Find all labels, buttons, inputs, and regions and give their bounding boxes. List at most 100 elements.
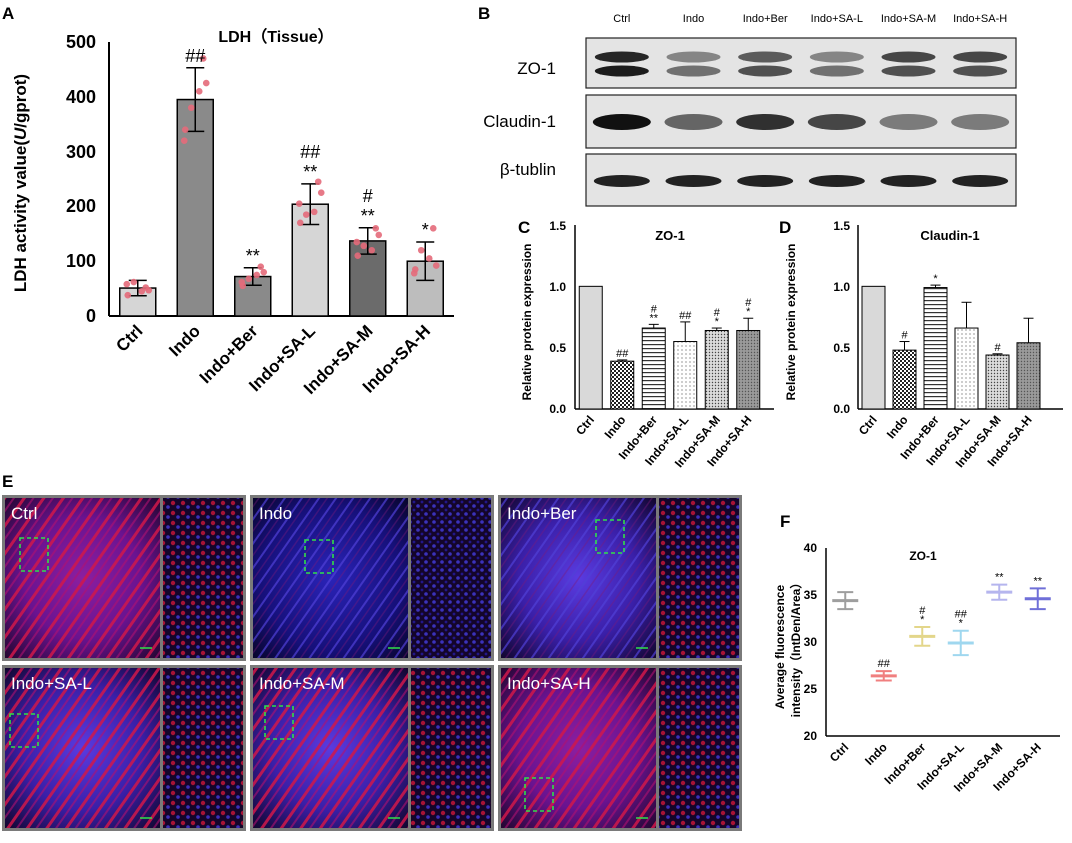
panel-c-title: ZO-1	[655, 228, 685, 243]
panel-c: C ZO-1 Relative protein expression 0.0 0…	[518, 218, 774, 470]
ldh-data-point	[257, 263, 265, 270]
micrograph-zoom-texture	[411, 668, 491, 828]
panel-letter-a: A	[2, 4, 14, 23]
panel-d-y-axis-label: Relative protein expression	[784, 244, 798, 401]
blot-band-zo1-upper	[666, 51, 721, 63]
ldh-data-point	[429, 225, 437, 232]
panel-c-ytick-label: 0.0	[549, 402, 566, 416]
blot-band-claudin1	[736, 114, 795, 130]
significance-marker: ##	[878, 658, 891, 670]
panel-f-title: ZO-1	[909, 549, 937, 563]
ldh-data-point	[432, 262, 440, 269]
blot-band-zo1-upper	[881, 51, 936, 63]
blot-band-claudin1	[951, 114, 1010, 130]
significance-marker: #	[745, 297, 752, 309]
ldh-data-point	[295, 200, 303, 207]
panel-d-ytick-label: 0.0	[833, 402, 850, 416]
blot-lane-label: Indo+Ber	[743, 13, 788, 25]
significance-marker: **	[303, 162, 317, 182]
blot-lane-label: Indo+SA-H	[953, 13, 1007, 25]
blot-band-tubulin	[737, 175, 794, 187]
panel-f-annotations: ###* ##*** **	[878, 572, 1043, 670]
panel-f-marks	[832, 583, 1051, 682]
panel-d-annotations: # * #	[901, 273, 1001, 354]
ldh-data-point	[253, 271, 261, 279]
ldh-data-point	[145, 286, 153, 294]
panel-f-x-labels: Ctrl IndoIndo+BerIndo+SA-LIndo+SA-MIndo+S…	[827, 740, 1044, 795]
panel-a-ytick-label: 100	[66, 251, 96, 271]
ldh-x-label: Indo	[165, 321, 204, 360]
protein-bar	[985, 354, 1010, 410]
panel-d-y-ticks: 0.0 0.5 1.0 1.5	[833, 219, 850, 416]
blot-band-tubulin	[665, 175, 722, 187]
protein-bar	[673, 341, 698, 410]
panel-letter-b: B	[478, 4, 490, 23]
panel-d: D Claudin-1 Relative protein expression …	[779, 218, 1063, 470]
significance-marker: *	[746, 306, 751, 318]
ldh-data-point	[245, 275, 253, 283]
significance-marker: #	[714, 307, 721, 319]
protein-bar	[578, 285, 603, 410]
micrograph-label: Indo+SA-M	[259, 674, 345, 693]
significance-marker: ##	[185, 46, 205, 66]
protein-x-label: Ctrl	[856, 413, 880, 438]
blot-band-claudin1	[664, 114, 723, 130]
blot-lane-label: Indo	[683, 13, 704, 25]
panel-a-x-labels: Ctrl IndoIndo+BerIndo+SA-LIndo+SA-MIndo+S…	[112, 321, 434, 398]
panel-a-annotations: ##**##**#***	[185, 46, 429, 266]
protein-bar	[610, 360, 635, 410]
ldh-data-point	[410, 269, 418, 277]
panel-d-bars	[861, 284, 1041, 410]
blot-lane-label: Ctrl	[613, 13, 630, 25]
ldh-data-point	[353, 238, 361, 246]
blot-membrane-tubulin	[585, 153, 1017, 207]
ldh-data-point	[181, 126, 189, 133]
protein-bar	[736, 329, 761, 410]
protein-x-label: Ctrl	[573, 413, 597, 438]
significance-marker: #	[901, 330, 908, 342]
blot-band-zo1-lower	[809, 65, 864, 77]
blot-lane-labels: Ctrl Indo Indo+Ber Indo+SA-L Indo+SA-M Indo+S…	[613, 13, 1007, 25]
panel-a-bars	[119, 55, 444, 317]
blot-band-zo1-lower	[666, 65, 721, 77]
significance-marker: **	[995, 572, 1004, 584]
panel-letter-f: F	[780, 512, 790, 531]
significance-marker: ##	[955, 609, 968, 621]
roi-dashed-box	[19, 537, 49, 572]
significance-marker: #	[919, 605, 926, 617]
ldh-data-point	[199, 55, 207, 62]
micrograph-label: Indo+SA-L	[11, 674, 92, 693]
ldh-data-point	[317, 189, 325, 196]
roi-dashed-box	[304, 539, 334, 574]
protein-bar	[704, 329, 729, 410]
micrograph-villi-texture	[253, 668, 408, 828]
blot-bands	[592, 51, 1010, 187]
micrograph-zoom-texture	[163, 668, 243, 828]
micrograph-villi-texture	[253, 498, 408, 658]
panel-f-y-axis-label-line2: intensity（IntDen/Area）	[788, 577, 803, 718]
ldh-data-point	[138, 288, 146, 295]
micrograph-villi-texture	[501, 498, 656, 658]
blot-band-claudin1	[592, 114, 651, 130]
significance-marker: **	[246, 246, 260, 266]
significance-marker: **	[361, 206, 375, 226]
panel-d-x-labels: Ctrl IndoIndo+BerIndo+SA-LIndo+SA-MIndo+S…	[856, 413, 1035, 471]
protein-bar	[861, 285, 886, 410]
ldh-data-point	[124, 291, 132, 299]
panel-a-y-ticks: 0 100 200 300 400 500	[66, 32, 96, 326]
micrograph-label: Indo+Ber	[507, 504, 577, 523]
blot-band-tubulin	[593, 175, 650, 187]
ldh-data-point	[238, 278, 246, 286]
ldh-data-point	[314, 178, 322, 186]
protein-x-label: Indo	[602, 413, 629, 441]
ldh-bar	[176, 98, 214, 317]
blot-band-zo1-lower	[953, 65, 1008, 77]
blot-band-zo1-upper	[953, 51, 1008, 63]
panel-c-ytick-label: 1.0	[549, 280, 566, 294]
roi-dashed-box	[9, 713, 39, 748]
blot-band-zo1-lower	[594, 65, 649, 77]
panel-b: B Ctrl Indo Indo+Ber Indo+SA-L Indo+SA-M Indo…	[478, 4, 1017, 207]
protein-bar	[923, 287, 948, 410]
ldh-data-point	[296, 219, 304, 227]
